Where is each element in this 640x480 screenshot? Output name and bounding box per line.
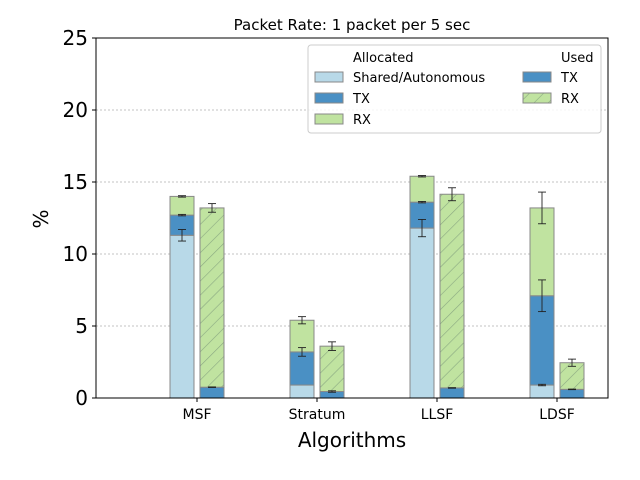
- error-used-rx-msf: [208, 203, 216, 213]
- error-allocated-tx-msf: [178, 213, 186, 217]
- bar-allocated-shared-msf: [169, 234, 195, 399]
- y-tick-label: 15: [63, 170, 88, 194]
- bar-used-rx-llsf: [439, 193, 465, 389]
- error-allocated-shared-llsf: [418, 218, 426, 238]
- legend: Allocated Used Shared/Autonomous TX RX T…: [307, 44, 602, 134]
- error-used-tx-llsf: [448, 387, 456, 389]
- error-used-rx-ldsf: [568, 358, 576, 367]
- legend-title-allocated: Allocated: [353, 51, 414, 66]
- y-tick-label: 0: [75, 386, 88, 410]
- error-allocated-shared-ldsf: [538, 383, 546, 387]
- x-axis-label: Algorithms: [298, 428, 406, 452]
- bar-used-tx-msf: [199, 386, 225, 399]
- bar-allocated-shared-llsf: [409, 227, 435, 399]
- x-tick-label-msf: MSF: [182, 407, 211, 423]
- bar-used-tx-ldsf: [559, 388, 585, 399]
- legend-title-used: Used: [561, 51, 594, 66]
- error-allocated-tx-stratum: [298, 347, 306, 357]
- x-tick-label-llsf: LLSF: [421, 407, 454, 423]
- error-allocated-rx-stratum: [298, 316, 306, 325]
- error-used-tx-msf: [208, 386, 216, 388]
- legend-label-alloc-tx: TX: [352, 92, 370, 107]
- error-allocated-tx-llsf: [418, 200, 426, 204]
- legend-swatch-used-rx: [522, 92, 552, 104]
- legend-swatch-used-tx: [522, 71, 552, 83]
- bar-used-rx-msf: [199, 207, 225, 388]
- error-allocated-rx-llsf: [418, 175, 426, 178]
- bar-allocated-rx-llsf: [409, 175, 435, 203]
- legend-swatch-alloc-rx: [314, 113, 344, 125]
- legend-label-alloc-rx: RX: [353, 113, 371, 128]
- bar-used-rx-stratum: [319, 345, 345, 393]
- y-tick-label: 5: [75, 314, 88, 338]
- legend-frame: [307, 44, 602, 134]
- y-tick-label: 25: [63, 26, 88, 50]
- legend-label-shared: Shared/Autonomous: [353, 71, 485, 86]
- legend-label-used-rx: RX: [561, 92, 579, 107]
- legend-swatch-shared: [314, 71, 344, 83]
- error-used-tx-ldsf: [568, 388, 576, 391]
- x-tick-label-ldsf: LDSF: [539, 407, 575, 423]
- bar-allocated-tx-stratum: [289, 351, 315, 386]
- y-axis: 0 5 10 15 20 25: [63, 26, 96, 410]
- plot-frame: [95, 37, 609, 399]
- x-axis: MSF Stratum LLSF LDSF: [182, 398, 575, 423]
- error-allocated-rx-ldsf: [538, 191, 546, 225]
- y-axis-label: %: [29, 209, 53, 228]
- legend-swatch-alloc-tx: [314, 92, 344, 104]
- bar-allocated-rx-msf: [169, 195, 195, 216]
- bar-allocated-shared-stratum: [289, 384, 315, 399]
- error-used-rx-llsf: [448, 187, 456, 202]
- chart-title: Packet Rate: 1 packet per 5 sec: [234, 16, 471, 34]
- error-bars: [178, 175, 576, 393]
- bar-allocated-shared-ldsf: [529, 384, 555, 399]
- y-tick-label: 10: [63, 242, 88, 266]
- legend-label-used-tx: TX: [560, 71, 578, 86]
- error-used-rx-stratum: [328, 341, 336, 351]
- bars: [169, 175, 585, 399]
- error-allocated-shared-msf: [178, 229, 186, 242]
- error-used-tx-stratum: [328, 390, 336, 393]
- y-tick-label: 20: [63, 98, 88, 122]
- error-allocated-rx-msf: [178, 195, 186, 198]
- bar-used-tx-llsf: [439, 387, 465, 399]
- error-allocated-tx-ldsf: [538, 279, 546, 313]
- x-tick-label-stratum: Stratum: [289, 407, 346, 423]
